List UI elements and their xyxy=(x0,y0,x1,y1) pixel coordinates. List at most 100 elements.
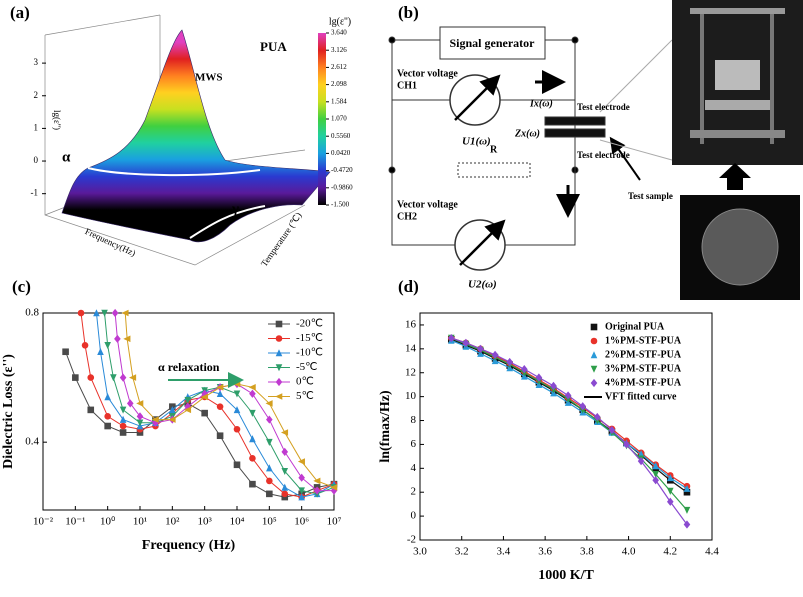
colorbar-tick-label: 0.5560 xyxy=(331,132,351,140)
marker xyxy=(249,455,256,462)
annotation: α xyxy=(62,149,71,165)
legend-label: 1%PM-STF-PUA xyxy=(605,335,682,346)
marker xyxy=(491,350,499,359)
colorbar-tick-label: 3.126 xyxy=(331,46,347,54)
x-tick-label: 10⁷ xyxy=(327,516,342,528)
legend-label: 3%PM-STF-PUA xyxy=(605,363,682,374)
x-tick-label: 3.0 xyxy=(413,546,427,558)
x-tick-label: 4.0 xyxy=(622,546,636,558)
legend-marker xyxy=(275,393,283,400)
diagram-label: Test electrode xyxy=(577,150,630,160)
x-tick-label: 3.2 xyxy=(455,546,469,558)
marker xyxy=(184,402,192,411)
ridge xyxy=(189,205,266,239)
y-tick-label: 10 xyxy=(405,390,417,402)
marker xyxy=(579,402,586,411)
marker xyxy=(126,399,134,408)
legend-marker xyxy=(590,337,598,345)
marker xyxy=(216,432,224,440)
chart-title: PUA xyxy=(260,39,287,54)
marker xyxy=(201,389,208,398)
diagram-label: Vector voltage xyxy=(397,199,458,210)
colorbar-tick-label: 2.612 xyxy=(331,63,347,71)
plot-frame xyxy=(419,312,713,541)
diagram-label: Test sample xyxy=(628,191,673,201)
marker xyxy=(136,419,144,427)
legend-marker xyxy=(275,377,283,387)
marker xyxy=(233,461,241,469)
y-tick-label: 0 xyxy=(411,510,417,522)
plot-frame xyxy=(42,312,335,511)
marker xyxy=(183,406,192,414)
legend-label: Original PUA xyxy=(605,321,665,332)
x-tick-label: 10⁶ xyxy=(294,516,309,528)
y-axis-label: Dielectric Loss (ε'') xyxy=(1,354,16,469)
x-tick-label: 4.4 xyxy=(705,546,719,558)
marker xyxy=(477,344,484,353)
marker xyxy=(249,389,256,398)
marker xyxy=(330,486,338,495)
marker xyxy=(683,506,691,514)
legend-label: 2%PM-STF-PUA xyxy=(605,349,682,360)
marker xyxy=(666,497,674,506)
marker xyxy=(119,373,127,382)
marker xyxy=(216,403,224,410)
marker xyxy=(169,406,176,414)
legend-marker xyxy=(590,378,598,388)
marker xyxy=(233,425,241,433)
diagram-label: R xyxy=(490,144,498,155)
marker xyxy=(249,480,256,488)
marker xyxy=(330,484,338,491)
marker xyxy=(249,409,256,417)
colorbar xyxy=(318,33,326,205)
marker xyxy=(683,520,691,529)
legend-label: 4%PM-STF-PUA xyxy=(605,377,682,388)
marker xyxy=(652,462,659,470)
marker xyxy=(104,422,111,430)
marker xyxy=(114,334,121,343)
marker xyxy=(104,341,111,350)
legend-marker xyxy=(590,323,598,331)
y-tick-label: 2 xyxy=(411,486,417,498)
panel-label: (b) xyxy=(398,3,419,22)
marker xyxy=(77,309,85,317)
z-axis-label: lg(ε'') xyxy=(52,110,62,130)
marker xyxy=(129,374,137,381)
marker xyxy=(313,486,321,495)
marker xyxy=(168,416,176,423)
colorbar-tick-label: 2.098 xyxy=(331,80,347,88)
marker xyxy=(652,476,659,485)
diagram-label: CH2 xyxy=(397,211,417,222)
x-tick-label: 3.4 xyxy=(497,546,511,558)
x-axis-label: 1000 K/T xyxy=(538,568,594,583)
y-tick-label: 8 xyxy=(411,414,417,426)
diagram-label: Vector voltage xyxy=(397,68,458,79)
legend-label: -20℃ xyxy=(296,318,323,330)
marker xyxy=(462,338,470,347)
colorbar-tick-label: 3.640 xyxy=(331,29,347,37)
legend-marker xyxy=(275,349,283,357)
marker xyxy=(266,415,273,424)
marker xyxy=(216,383,224,391)
marker xyxy=(608,425,616,435)
marker xyxy=(62,348,69,356)
diagram-label: CH1 xyxy=(397,80,417,91)
marker xyxy=(119,422,127,430)
marker xyxy=(550,381,557,390)
marker xyxy=(280,429,289,436)
x-tick-label: 4.2 xyxy=(663,546,677,558)
x-tick-label: 10⁴ xyxy=(230,516,245,528)
marker xyxy=(623,440,630,449)
marker xyxy=(87,374,95,381)
marker xyxy=(123,335,131,343)
marker xyxy=(564,391,572,400)
marker xyxy=(136,412,144,421)
colorbar-tick-label: -0.4720 xyxy=(331,166,353,174)
legend-marker xyxy=(275,335,283,342)
x-tick-label: 10³ xyxy=(198,516,213,528)
x-tick-label: 10⁰ xyxy=(100,516,116,528)
y-tick-label: 0.4 xyxy=(25,436,39,448)
x-tick-label: 10¹ xyxy=(133,516,147,528)
marker xyxy=(593,412,601,422)
